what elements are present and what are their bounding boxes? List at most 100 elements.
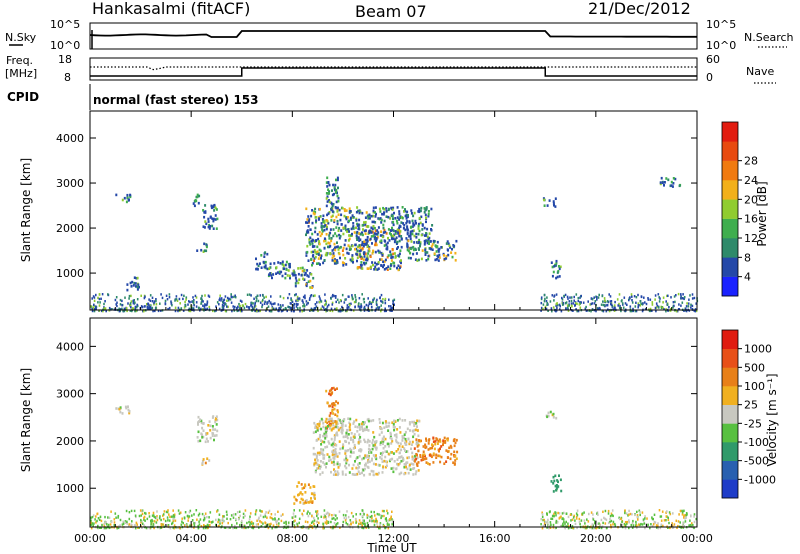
ground-scatter-cell: [561, 298, 564, 301]
echo-cell: [437, 454, 440, 458]
echo-cell: [332, 421, 334, 425]
echo-cell: [311, 242, 314, 245]
echo-cell: [368, 246, 371, 249]
ground-scatter-cell: [688, 298, 690, 301]
echo-cell: [417, 224, 420, 228]
ground-scatter-cell: [193, 522, 195, 525]
ground-scatter-cell: [347, 295, 350, 298]
echo-cell: [303, 501, 306, 505]
echo-cell: [314, 497, 316, 500]
echo-cell: [411, 232, 414, 236]
echo-cell: [136, 288, 139, 291]
echo-cell: [198, 194, 201, 198]
ground-scatter-cell: [343, 301, 346, 304]
echo-cell: [447, 242, 450, 246]
ground-scatter-cell: [307, 527, 310, 530]
ground-scatter-cell: [224, 526, 227, 529]
echo-cell: [383, 228, 386, 232]
echo-cell: [332, 445, 335, 448]
ground-scatter-cell: [561, 517, 563, 521]
ground-scatter-cell: [148, 512, 150, 515]
echo-cell: [405, 221, 408, 225]
y-tick-label: 2000: [56, 222, 84, 235]
ground-scatter-cell: [584, 526, 587, 530]
ground-scatter-cell: [222, 520, 224, 523]
echo-cell: [306, 244, 309, 248]
ground-scatter-cell: [376, 303, 378, 307]
echo-cell: [334, 258, 336, 261]
ground-scatter-cell: [119, 518, 122, 522]
ground-scatter-cell: [597, 513, 599, 516]
echo-cell: [393, 240, 396, 244]
ground-scatter-cell: [252, 526, 255, 530]
ground-scatter-cell: [91, 522, 93, 525]
echo-cell: [329, 411, 332, 415]
ground-scatter-cell: [295, 302, 298, 306]
ground-scatter-cell: [258, 516, 260, 519]
ground-scatter-cell: [551, 294, 554, 297]
ground-scatter-cell: [380, 516, 382, 520]
ground-scatter-cell: [647, 298, 650, 301]
echo-cell: [398, 252, 401, 256]
echo-cell: [426, 241, 429, 245]
echo-cell: [341, 429, 344, 432]
echo-cell: [333, 219, 336, 222]
echo-cell: [391, 451, 393, 454]
echo-cell: [384, 465, 387, 469]
echo-cell: [352, 261, 354, 264]
echo-cell: [315, 454, 318, 458]
ground-scatter-cell: [145, 512, 147, 515]
ground-scatter-cell: [320, 300, 323, 303]
echo-cell: [406, 231, 409, 235]
echo-cell: [337, 229, 340, 232]
echo-cell: [310, 258, 313, 261]
echo-cell: [374, 241, 377, 244]
echo-cell: [299, 266, 302, 270]
ground-scatter-cell: [231, 295, 233, 299]
echo-cell: [406, 248, 409, 252]
echo-cell: [387, 452, 390, 456]
echo-cell: [425, 220, 427, 224]
echo-cell: [293, 273, 296, 277]
echo-cell: [324, 427, 327, 430]
ground-scatter-cell: [304, 520, 307, 523]
echo-cell: [335, 453, 338, 456]
ground-scatter-cell: [159, 302, 161, 305]
ground-scatter-cell: [206, 302, 209, 305]
echo-cell: [453, 444, 456, 448]
echo-cell: [354, 247, 356, 251]
echo-cell: [332, 424, 335, 427]
ground-scatter-cell: [261, 305, 263, 309]
ground-scatter-cell: [172, 526, 174, 529]
ground-scatter-cell: [180, 523, 183, 526]
ground-scatter-cell: [185, 523, 188, 526]
ground-scatter-cell: [624, 524, 627, 527]
ground-scatter-cell: [144, 305, 146, 308]
echo-cell: [388, 459, 391, 463]
nsky-tick-top: 10^5: [50, 18, 80, 31]
ground-scatter-cell: [679, 521, 681, 524]
echo-cell: [216, 418, 219, 422]
echo-cell: [356, 259, 358, 263]
ground-scatter-cell: [640, 295, 643, 299]
echo-cell: [214, 214, 217, 217]
echo-cell: [374, 265, 377, 269]
ground-scatter-cell: [555, 293, 558, 296]
ground-scatter-cell: [675, 519, 678, 522]
echo-cell: [413, 211, 416, 215]
ground-scatter-cell: [123, 307, 126, 310]
ground-scatter-cell: [540, 523, 542, 526]
echo-cell: [326, 429, 328, 432]
ground-scatter-cell: [167, 524, 170, 527]
ground-scatter-cell: [252, 302, 254, 305]
ground-scatter-cell: [221, 304, 224, 307]
echo-cell: [315, 426, 318, 429]
echo-cell: [332, 419, 335, 423]
ground-scatter-cell: [202, 300, 204, 303]
ground-scatter-cell: [265, 511, 267, 514]
echo-cell: [380, 218, 383, 222]
echo-cell: [335, 245, 338, 249]
echo-cell: [554, 484, 557, 488]
echo-cell: [381, 460, 384, 463]
ground-scatter-cell: [607, 521, 610, 525]
